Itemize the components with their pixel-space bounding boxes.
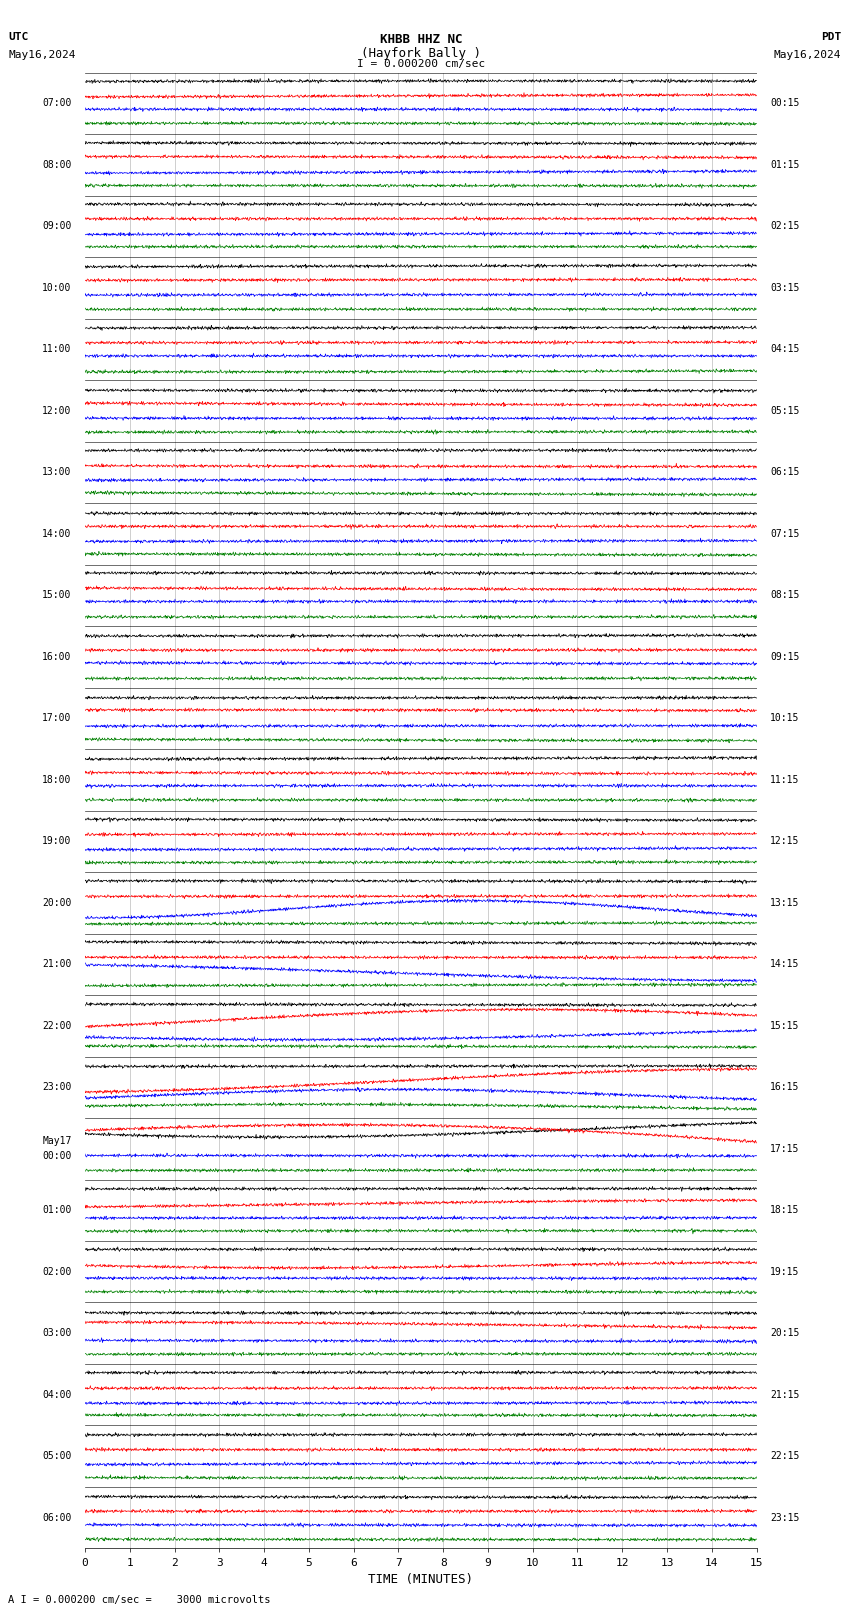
Text: 23:15: 23:15 [770, 1513, 799, 1523]
Text: 02:00: 02:00 [42, 1266, 71, 1277]
Text: I = 0.000200 cm/sec: I = 0.000200 cm/sec [357, 60, 484, 69]
Text: 11:15: 11:15 [770, 774, 799, 786]
Text: UTC: UTC [8, 32, 29, 42]
Text: A I = 0.000200 cm/sec =    3000 microvolts: A I = 0.000200 cm/sec = 3000 microvolts [8, 1595, 271, 1605]
Text: 12:00: 12:00 [42, 406, 71, 416]
Text: 03:15: 03:15 [770, 282, 799, 294]
Text: 07:15: 07:15 [770, 529, 799, 539]
Text: 19:15: 19:15 [770, 1266, 799, 1277]
Text: 03:00: 03:00 [42, 1327, 71, 1339]
Text: 10:15: 10:15 [770, 713, 799, 723]
Text: 19:00: 19:00 [42, 836, 71, 847]
Text: 09:15: 09:15 [770, 652, 799, 661]
Text: 04:00: 04:00 [42, 1390, 71, 1400]
Text: 00:00: 00:00 [42, 1152, 71, 1161]
Text: 22:00: 22:00 [42, 1021, 71, 1031]
Text: 20:15: 20:15 [770, 1327, 799, 1339]
Text: 13:15: 13:15 [770, 898, 799, 908]
Text: 17:15: 17:15 [770, 1144, 799, 1153]
Text: 00:15: 00:15 [770, 98, 799, 108]
Text: 06:15: 06:15 [770, 468, 799, 477]
Text: 16:15: 16:15 [770, 1082, 799, 1092]
Text: 07:00: 07:00 [42, 98, 71, 108]
Text: 22:15: 22:15 [770, 1452, 799, 1461]
Text: 08:00: 08:00 [42, 160, 71, 169]
Text: 18:00: 18:00 [42, 774, 71, 786]
Text: PDT: PDT [821, 32, 842, 42]
Text: 21:00: 21:00 [42, 960, 71, 969]
Text: 14:00: 14:00 [42, 529, 71, 539]
Text: 10:00: 10:00 [42, 282, 71, 294]
Text: 16:00: 16:00 [42, 652, 71, 661]
Text: 17:00: 17:00 [42, 713, 71, 723]
Text: 23:00: 23:00 [42, 1082, 71, 1092]
X-axis label: TIME (MINUTES): TIME (MINUTES) [368, 1573, 473, 1586]
Text: 05:15: 05:15 [770, 406, 799, 416]
Text: 01:00: 01:00 [42, 1205, 71, 1215]
Text: 15:00: 15:00 [42, 590, 71, 600]
Text: 13:00: 13:00 [42, 468, 71, 477]
Text: 09:00: 09:00 [42, 221, 71, 231]
Text: 14:15: 14:15 [770, 960, 799, 969]
Text: 18:15: 18:15 [770, 1205, 799, 1215]
Text: May17: May17 [42, 1137, 71, 1147]
Text: 20:00: 20:00 [42, 898, 71, 908]
Text: 21:15: 21:15 [770, 1390, 799, 1400]
Text: 12:15: 12:15 [770, 836, 799, 847]
Text: May16,2024: May16,2024 [774, 50, 842, 60]
Text: 05:00: 05:00 [42, 1452, 71, 1461]
Text: (Hayfork Bally ): (Hayfork Bally ) [360, 47, 481, 60]
Text: 01:15: 01:15 [770, 160, 799, 169]
Text: 04:15: 04:15 [770, 344, 799, 355]
Text: 11:00: 11:00 [42, 344, 71, 355]
Text: 15:15: 15:15 [770, 1021, 799, 1031]
Text: 02:15: 02:15 [770, 221, 799, 231]
Text: 06:00: 06:00 [42, 1513, 71, 1523]
Text: 08:15: 08:15 [770, 590, 799, 600]
Text: KHBB HHZ NC: KHBB HHZ NC [379, 32, 462, 45]
Text: May16,2024: May16,2024 [8, 50, 76, 60]
